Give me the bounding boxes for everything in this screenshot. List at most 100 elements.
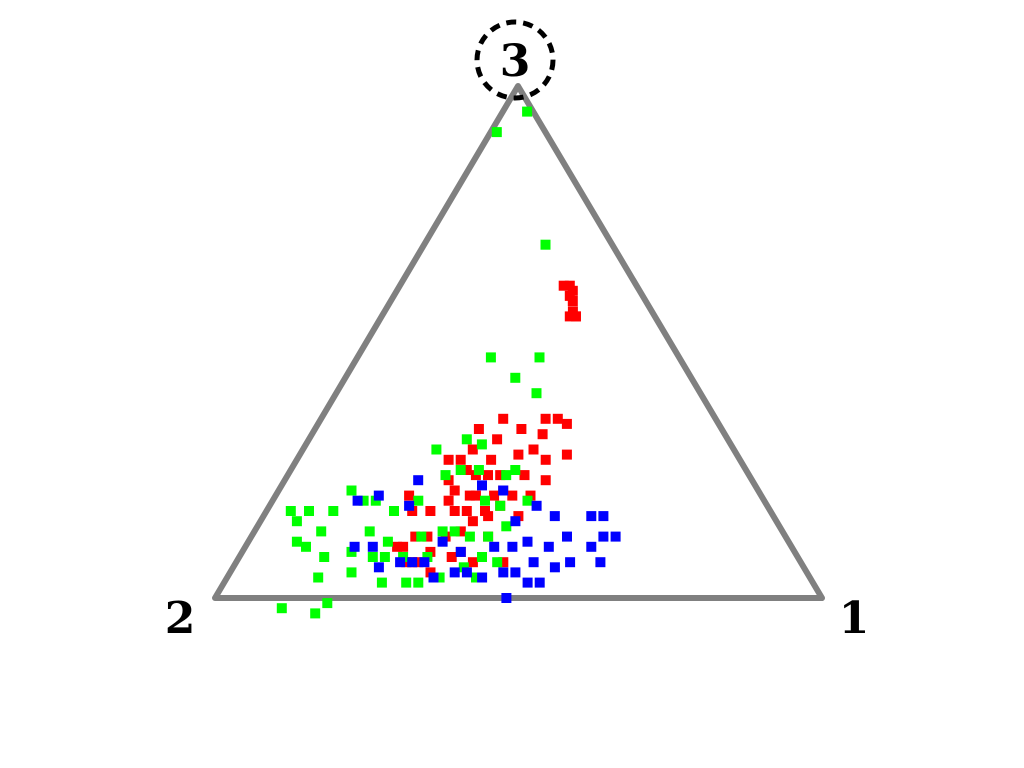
data-point-blue — [373, 490, 384, 501]
data-point-green — [367, 552, 378, 562]
data-point-green — [285, 506, 296, 516]
data-point-green — [491, 127, 502, 138]
data-point-green — [495, 500, 506, 511]
data-point-red — [498, 557, 509, 568]
data-point-green — [485, 352, 496, 363]
data-point-green — [510, 372, 521, 383]
data-point-red — [467, 516, 478, 527]
vertex-label-3: 3 — [500, 36, 531, 87]
data-point-red — [480, 506, 490, 516]
data-point-blue — [395, 557, 406, 568]
data-point-red — [564, 290, 575, 301]
data-point-blue — [352, 495, 363, 506]
data-point-blue — [549, 562, 560, 573]
vertex-label-2: 2 — [165, 593, 196, 644]
data-point-green — [501, 521, 512, 532]
data-point-red — [449, 485, 460, 496]
data-point-red — [410, 531, 421, 542]
data-point-red — [473, 424, 484, 434]
data-point-green — [416, 531, 427, 542]
data-point-blue — [510, 516, 521, 527]
data-point-red — [443, 454, 454, 465]
data-point-red — [470, 470, 481, 481]
data-point-blue — [407, 557, 418, 568]
data-point-blue — [549, 511, 560, 522]
data-point-red — [483, 470, 493, 481]
data-point-blue — [507, 541, 518, 552]
data-point-red — [489, 490, 500, 501]
data-point-red — [398, 541, 409, 552]
data-point-blue — [449, 567, 460, 578]
data-point-red — [446, 552, 457, 562]
data-point-green — [291, 516, 302, 527]
data-point-red — [561, 449, 572, 460]
data-point-red — [519, 470, 530, 481]
data-point-red — [540, 413, 551, 424]
data-point-blue — [419, 557, 430, 568]
data-point-green — [276, 603, 287, 614]
data-point-green — [471, 572, 481, 583]
data-point-blue — [367, 541, 378, 552]
data-point-blue — [498, 567, 509, 578]
data-point-blue — [543, 541, 554, 552]
data-point-green — [440, 470, 451, 481]
data-point-red — [422, 531, 433, 542]
data-point-blue — [455, 546, 466, 557]
data-point-green — [464, 531, 475, 542]
data-point-blue — [598, 531, 609, 542]
data-point-green — [531, 388, 542, 399]
data-point-red — [495, 470, 506, 481]
data-point-green — [322, 598, 333, 609]
data-point-blue — [586, 541, 597, 552]
data-point-blue — [528, 557, 539, 568]
data-point-red — [443, 475, 454, 486]
ternary-frame — [212, 83, 825, 601]
data-point-red — [513, 511, 524, 522]
data-point-red — [413, 557, 424, 568]
data-point-blue — [413, 475, 424, 486]
data-point-green — [492, 557, 503, 568]
data-point-red — [467, 557, 478, 568]
data-point-red — [392, 541, 403, 552]
data-point-blue — [373, 562, 384, 573]
data-point-red — [561, 418, 572, 429]
data-point-green — [522, 106, 533, 117]
data-point-red — [552, 413, 563, 424]
data-point-green — [382, 536, 393, 547]
data-point-blue — [428, 572, 439, 583]
data-point-red — [540, 454, 551, 465]
data-point-green — [501, 470, 512, 481]
data-point-blue — [562, 531, 572, 542]
data-point-green — [319, 552, 330, 562]
data-point-blue — [461, 567, 472, 578]
data-point-red — [467, 444, 478, 455]
data-point-green — [449, 526, 460, 537]
data-point-blue — [565, 557, 576, 568]
data-point-red — [404, 490, 415, 501]
data-point-red — [525, 490, 536, 501]
data-point-red — [483, 511, 494, 522]
data-point-red — [564, 311, 575, 322]
data-point-green — [510, 465, 521, 475]
series-green — [276, 106, 551, 619]
data-point-red — [513, 449, 524, 460]
data-point-blue — [586, 511, 597, 522]
data-point-green — [437, 526, 448, 537]
data-point-red — [443, 495, 454, 506]
data-point-blue — [510, 567, 521, 578]
data-point-green — [304, 506, 314, 516]
data-point-green — [522, 495, 533, 506]
vertex-3-highlight-ring — [474, 19, 556, 101]
data-point-red — [461, 465, 472, 475]
data-point-green — [534, 352, 545, 363]
data-point-red — [425, 506, 436, 516]
data-point-green — [476, 439, 487, 450]
series-blue — [349, 475, 621, 603]
data-point-green — [291, 536, 302, 547]
data-point-green — [376, 577, 387, 588]
data-point-green — [458, 562, 469, 573]
data-point-blue — [501, 593, 512, 603]
data-point-green — [401, 577, 412, 588]
data-point-green — [473, 465, 484, 475]
